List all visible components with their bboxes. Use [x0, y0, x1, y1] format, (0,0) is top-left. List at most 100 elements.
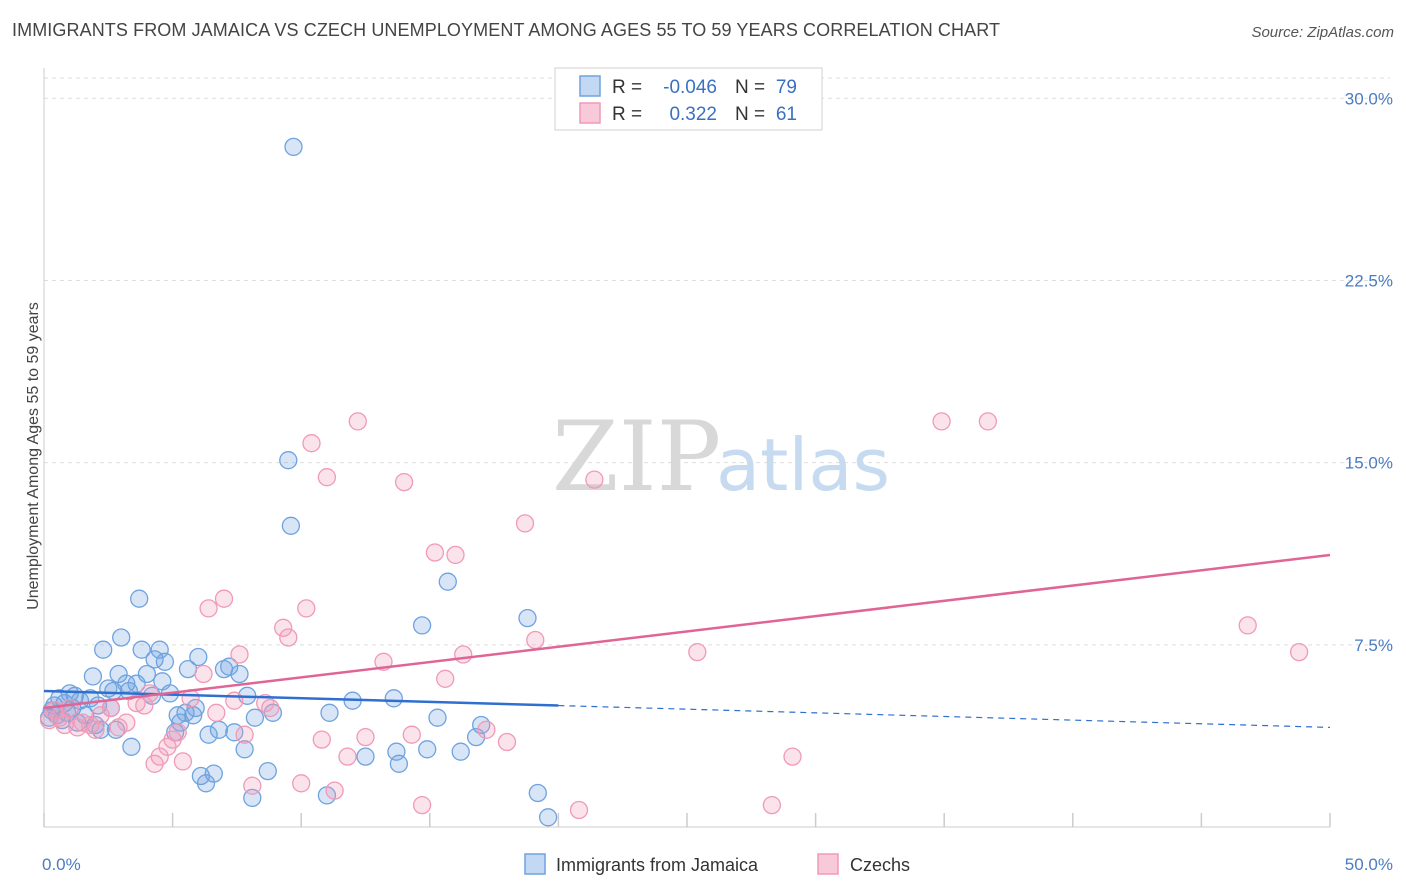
bottom-legend-jamaica: Immigrants from Jamaica	[556, 855, 759, 875]
jamaica-point-19	[94, 640, 113, 659]
legend-n-value-1: 79	[776, 77, 797, 98]
czechs-point-25	[207, 703, 226, 722]
watermark-zip: ZIP	[552, 401, 721, 513]
jamaica-point-72	[412, 616, 432, 635]
jamaica-point-49	[199, 725, 218, 744]
y-tick-label-1: 15.0%	[1345, 454, 1393, 473]
czechs-point-52	[477, 720, 496, 739]
legend-r-value-2: 0.322	[669, 104, 717, 125]
jamaica-point-62	[279, 451, 298, 470]
series-jamaica-points	[39, 137, 558, 827]
czechs-point-34	[279, 628, 298, 647]
czechs-point-32	[261, 698, 280, 718]
jamaica-point-18	[91, 720, 110, 739]
czechs-point-55	[526, 630, 545, 650]
czechs-point-51	[454, 645, 473, 664]
series-czechs-points	[39, 412, 1309, 820]
legend-n-label-2: N =	[735, 104, 765, 125]
jamaica-point-56	[235, 740, 254, 759]
jamaica-point-80	[528, 783, 547, 803]
czechs-point-45	[394, 472, 414, 492]
legend-r-value-1: -0.046	[663, 77, 717, 98]
jamaica-trend-line	[43, 689, 559, 707]
czechs-point-50	[446, 545, 465, 565]
jamaica-point-76	[451, 742, 470, 761]
czechs-point-48	[425, 543, 445, 562]
czechs-point-38	[312, 730, 331, 749]
czechs-point-31	[256, 693, 275, 713]
czechs-point-37	[302, 434, 321, 453]
jamaica-point-32	[137, 664, 157, 684]
jamaica-point-28	[122, 737, 141, 756]
czechs-point-35	[292, 774, 311, 793]
jamaica-point-75	[438, 572, 457, 591]
czechs-point-47	[412, 795, 432, 815]
czechs-trend-line	[43, 553, 1331, 710]
jamaica-point-46	[189, 647, 208, 667]
jamaica-point-69	[384, 689, 403, 708]
jamaica-point-23	[106, 720, 126, 739]
trend-lines	[43, 553, 1331, 729]
y-tick-labels: 7.5% 15.0% 22.5% 30.0%	[1345, 89, 1393, 655]
czechs-point-56	[569, 800, 589, 820]
jamaica-point-51	[209, 720, 229, 739]
czechs-point-24	[199, 599, 218, 618]
jamaica-point-30	[130, 589, 149, 608]
jamaica-point-79	[518, 608, 537, 628]
watermark: ZIP atlas	[552, 401, 890, 513]
czechs-point-62	[978, 412, 998, 431]
x-tick-label-0: 0.0%	[42, 855, 81, 874]
czechs-point-23	[194, 664, 213, 684]
source-label: Source: ZipAtlas.com	[1251, 24, 1394, 41]
jamaica-point-63	[281, 516, 301, 535]
jamaica-point-81	[538, 808, 558, 827]
chart-title: IMMIGRANTS FROM JAMAICA VS CZECH UNEMPLO…	[12, 20, 1001, 40]
jamaica-point-61	[263, 703, 283, 722]
axes	[43, 68, 1331, 828]
x-tick-labels: 0.0% 50.0%	[42, 855, 1393, 874]
y-tick-label-0: 7.5%	[1354, 636, 1393, 655]
legend-n-label-1: N =	[735, 77, 765, 98]
jamaica-point-37	[155, 652, 175, 671]
jamaica-point-68	[356, 747, 375, 766]
legend-r-label-2: R =	[612, 104, 642, 125]
czechs-point-59	[762, 795, 782, 815]
bottom-legend-swatch-pink	[817, 853, 839, 875]
czechs-point-28	[230, 645, 249, 664]
czechs-point-39	[317, 468, 337, 487]
x-tick-label-1: 50.0%	[1345, 855, 1393, 874]
czechs-point-33	[274, 618, 293, 637]
jamaica-point-24	[109, 664, 128, 684]
jamaica-point-25	[112, 628, 131, 647]
jamaica-point-66	[320, 703, 339, 722]
legend-box: R = -0.046 N = 79 R = 0.322 N = 61	[554, 67, 823, 131]
jamaica-point-59	[245, 708, 265, 727]
bottom-legend: Immigrants from Jamaica Czechs	[524, 853, 910, 875]
czechs-point-42	[348, 412, 367, 431]
czechs-point-30	[243, 776, 262, 795]
czechs-point-9	[91, 706, 110, 725]
jamaica-point-31	[132, 640, 151, 659]
jamaica-point-60	[258, 761, 277, 781]
czechs-point-27	[225, 691, 244, 710]
y-axis-label: Unemployment Among Ages 55 to 59 years	[25, 302, 42, 610]
czechs-point-49	[436, 669, 455, 688]
czechs-point-60	[783, 747, 802, 766]
czechs-point-53	[497, 732, 517, 752]
czechs-point-26	[214, 589, 234, 608]
czechs-point-54	[515, 514, 535, 533]
jamaica-point-74	[428, 708, 447, 727]
czechs-point-46	[402, 725, 421, 744]
czechs-point-64	[1289, 642, 1309, 662]
jamaica-point-53	[220, 657, 239, 676]
jamaica-point-71	[389, 754, 409, 773]
legend-swatch-pink	[579, 102, 601, 124]
czechs-point-43	[356, 727, 375, 747]
jamaica-point-55	[230, 664, 249, 684]
czechs-point-20	[168, 723, 187, 742]
czechs-point-29	[235, 725, 254, 744]
czechs-point-61	[932, 412, 951, 431]
czechs-point-57	[585, 470, 604, 489]
jamaica-trend-line-dashed	[558, 704, 1331, 729]
legend-r-label-1: R =	[612, 77, 642, 98]
